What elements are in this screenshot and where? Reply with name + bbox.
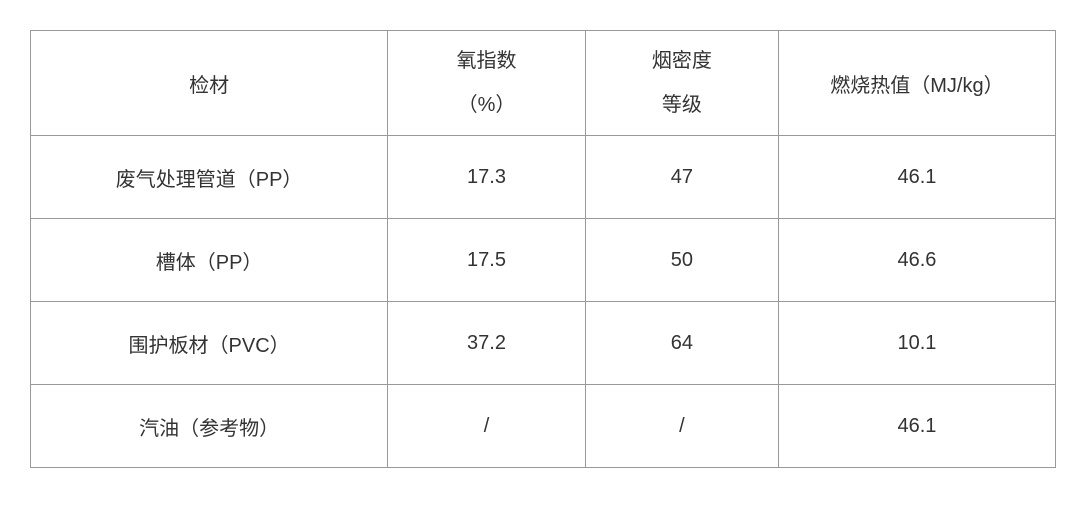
header-oxygen-line1: 氧指数	[400, 39, 573, 83]
header-smoke-density: 烟密度 等级	[585, 31, 778, 136]
cell-sample: 汽油（参考物）	[31, 385, 388, 468]
table-row: 废气处理管道（PP） 17.3 47 46.1	[31, 136, 1056, 219]
header-heat-value: 燃烧热值（MJ/kg）	[778, 31, 1055, 136]
combustion-properties-table: 检材 氧指数 （%） 烟密度 等级 燃烧热值（MJ/kg） 废气处理管道（PP）…	[30, 30, 1056, 468]
cell-smoke: 64	[585, 302, 778, 385]
cell-smoke: /	[585, 385, 778, 468]
cell-heat: 10.1	[778, 302, 1055, 385]
cell-smoke: 47	[585, 136, 778, 219]
table-header-row: 检材 氧指数 （%） 烟密度 等级 燃烧热值（MJ/kg）	[31, 31, 1056, 136]
cell-heat: 46.1	[778, 385, 1055, 468]
cell-heat: 46.6	[778, 219, 1055, 302]
cell-sample: 槽体（PP）	[31, 219, 388, 302]
cell-oxygen: 17.3	[388, 136, 586, 219]
table-row: 围护板材（PVC） 37.2 64 10.1	[31, 302, 1056, 385]
header-smoke-line2: 等级	[598, 83, 766, 127]
cell-oxygen: 37.2	[388, 302, 586, 385]
table-row: 槽体（PP） 17.5 50 46.6	[31, 219, 1056, 302]
cell-sample: 废气处理管道（PP）	[31, 136, 388, 219]
header-sample: 检材	[31, 31, 388, 136]
header-smoke-line1: 烟密度	[598, 39, 766, 83]
cell-oxygen: /	[388, 385, 586, 468]
cell-heat: 46.1	[778, 136, 1055, 219]
table-body: 废气处理管道（PP） 17.3 47 46.1 槽体（PP） 17.5 50 4…	[31, 136, 1056, 468]
header-oxygen-line2: （%）	[400, 83, 573, 127]
table-row: 汽油（参考物） / / 46.1	[31, 385, 1056, 468]
cell-sample: 围护板材（PVC）	[31, 302, 388, 385]
cell-smoke: 50	[585, 219, 778, 302]
cell-oxygen: 17.5	[388, 219, 586, 302]
header-oxygen-index: 氧指数 （%）	[388, 31, 586, 136]
